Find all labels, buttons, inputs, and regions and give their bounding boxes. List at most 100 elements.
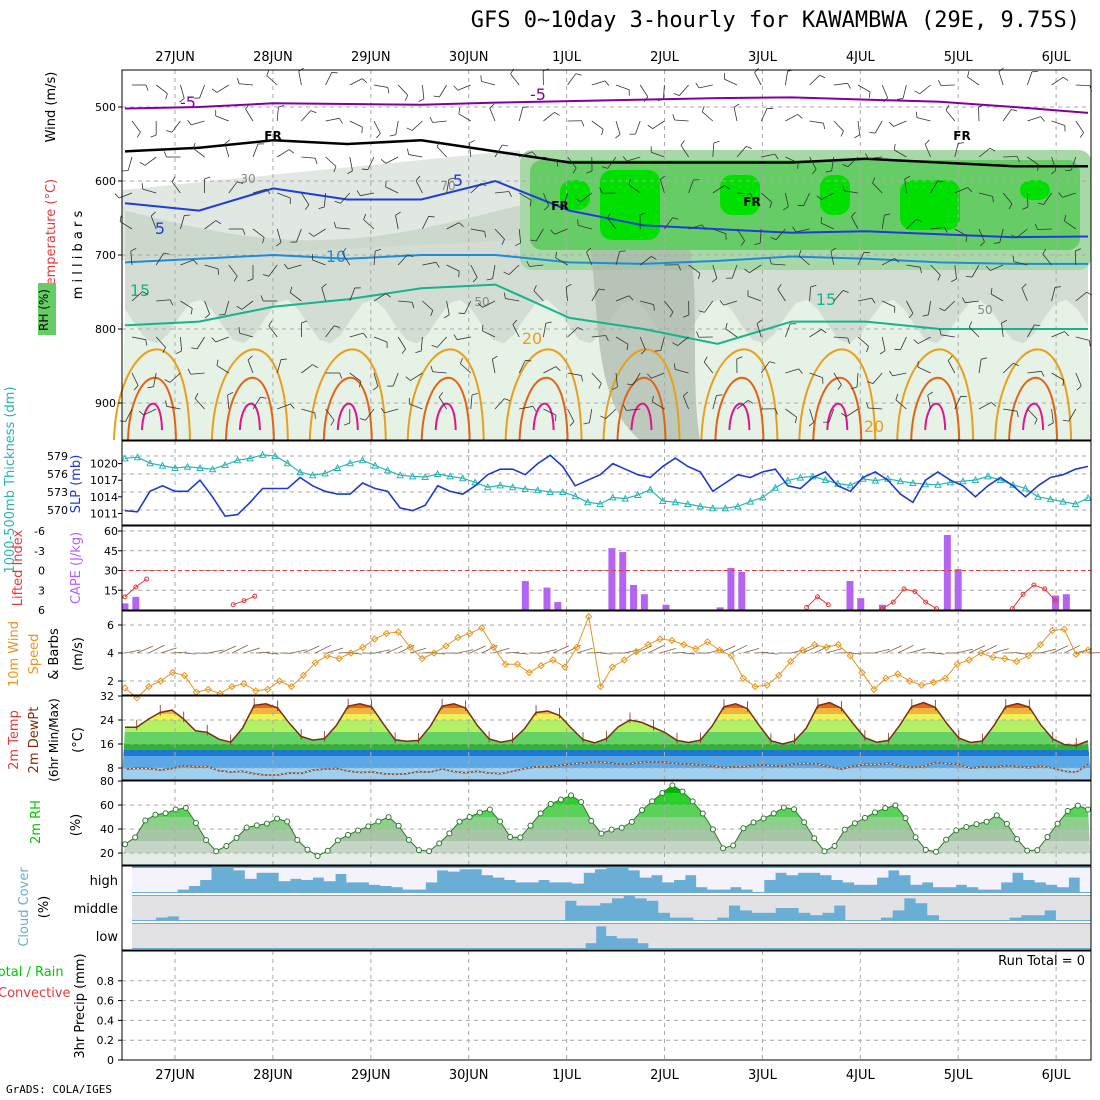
cloud-clear [1023, 868, 1036, 880]
wind-barb-flag [435, 262, 440, 268]
date-label-bottom: 4JUL [846, 1068, 876, 1083]
cloud-clear [143, 868, 156, 892]
wind-barb [1064, 645, 1081, 654]
rh-point [993, 812, 1000, 819]
rh-point [861, 814, 868, 821]
cloud-clear [996, 924, 1008, 948]
wind-barb-flag [532, 406, 537, 412]
wind-barb [456, 336, 471, 341]
wind-barb [315, 644, 332, 654]
wind-barb [651, 372, 665, 379]
thickness-point [308, 471, 317, 479]
cloud-clear [436, 868, 449, 871]
wind-barb [652, 120, 665, 129]
wind-barb [268, 325, 278, 338]
thickness-point [1034, 492, 1042, 500]
wind-barb-flag [119, 420, 126, 422]
wind-barb-flag [770, 237, 777, 240]
precip-legend-convective: Convective [0, 986, 71, 1001]
rh-point [446, 830, 453, 837]
thickness-point [1046, 495, 1055, 503]
wind-barb [386, 645, 403, 654]
cloud-clear [728, 896, 741, 906]
thickness-point [446, 472, 455, 480]
thickness-point [796, 473, 805, 481]
rh-point [142, 817, 149, 824]
thickness-point [358, 456, 367, 464]
wind-barb-flag [359, 418, 366, 421]
wind-barb [944, 300, 956, 312]
wind-barb [591, 120, 604, 130]
cloud-clear [899, 868, 911, 876]
wind-barb [626, 156, 641, 162]
wind-speed-point [1060, 625, 1068, 633]
cloud-clear [543, 924, 555, 948]
cloud-clear [237, 924, 249, 948]
axis-label: (%) [37, 896, 52, 919]
wind-barb [494, 398, 505, 410]
cloud-clear [560, 868, 573, 883]
rh-point [851, 820, 858, 827]
wind-barb-flag [756, 319, 763, 324]
wind-barb-flag [169, 299, 174, 306]
wind-barb [968, 645, 986, 654]
cloud-clear [775, 868, 787, 873]
wind-barb-flag [1011, 109, 1018, 112]
wind-barb [409, 403, 423, 410]
wind-barb [785, 368, 799, 374]
cloud-clear [377, 896, 390, 920]
axis-label: 10m Wind [7, 621, 22, 687]
wind-barb [460, 363, 472, 374]
wind-barb [1064, 220, 1077, 230]
wind-barb-flag [851, 386, 858, 390]
wind-barb-flag [145, 84, 149, 91]
wind-speed-point [299, 671, 308, 680]
wind-barb [373, 251, 376, 266]
wind-barb [803, 192, 810, 206]
cloud-clear [890, 924, 902, 948]
axis-label: 2m Temp [7, 710, 22, 770]
cloud-clear [195, 924, 207, 948]
wind-barb [591, 80, 606, 86]
cape-bar [662, 604, 670, 610]
date-label-bottom: 27JUN [155, 1068, 195, 1083]
wind-barb [639, 256, 652, 266]
wind-barb [663, 84, 665, 99]
wind-barb [216, 365, 230, 374]
thickness-point [571, 492, 580, 500]
wind-barb [227, 395, 230, 410]
wind-barb-flag [746, 146, 752, 149]
wind-barb-flag [919, 267, 922, 274]
cloud-clear [154, 868, 167, 892]
wind-speed-point [442, 642, 450, 650]
wind-barb [385, 186, 399, 194]
wind-barb [395, 120, 399, 135]
cloud-clear [933, 868, 945, 888]
wind-barb [204, 264, 219, 270]
wind-barb-flag [893, 144, 896, 151]
isotherm-line-25 [714, 376, 765, 441]
wind-barb [439, 84, 447, 98]
wind-barb-flag [163, 252, 170, 255]
cloud-clear [658, 924, 670, 948]
wind-barb [671, 651, 686, 654]
cloud-clear [353, 924, 365, 948]
li-line [124, 578, 147, 598]
li-point [814, 594, 820, 600]
cape-bar [727, 567, 735, 610]
cloud-clear [248, 896, 262, 920]
rh-point [294, 836, 301, 843]
rh-shade-green [560, 180, 590, 210]
wind-speed-point [168, 668, 177, 677]
cloud-clear [806, 924, 818, 948]
cloud-clear [427, 924, 439, 948]
wind-barb-flag [701, 224, 707, 230]
wind-speed-point [180, 671, 189, 680]
li-point [122, 594, 128, 600]
wind-barb-flag [471, 392, 478, 396]
wind-barb [968, 326, 980, 338]
wind-barb [422, 300, 434, 311]
thickness-point [521, 484, 530, 492]
cloud-clear [226, 924, 238, 948]
isotherm-line-20 [210, 348, 289, 441]
